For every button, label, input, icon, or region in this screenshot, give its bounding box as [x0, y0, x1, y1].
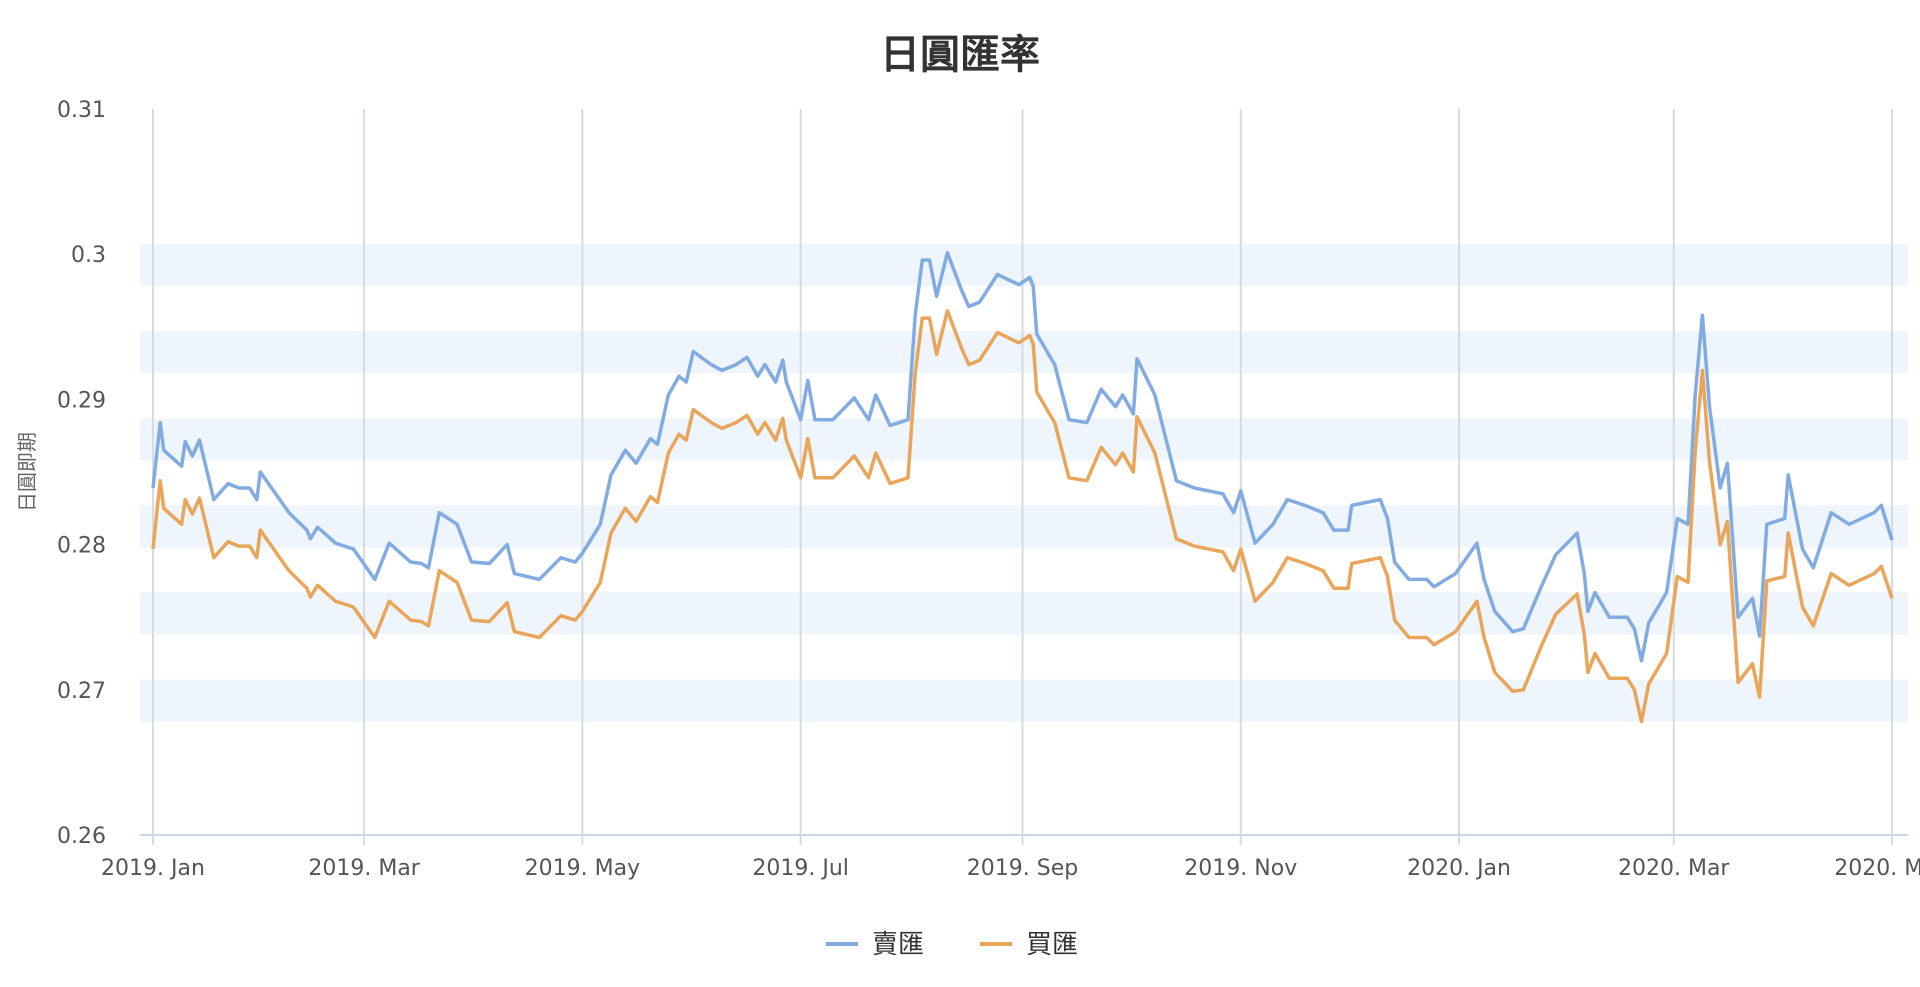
- plot-band: [140, 505, 1908, 548]
- x-tick-label: 2019. Sep: [967, 856, 1078, 881]
- plot-band: [140, 679, 1908, 722]
- legend-item-sell[interactable]: 賣匯: [826, 930, 924, 960]
- x-tick-label: 2020. Mar: [1618, 856, 1730, 881]
- series-line-buy: [151, 309, 1894, 724]
- legend-label-sell: 賣匯: [872, 930, 924, 960]
- x-gridlines: [152, 109, 1893, 845]
- legend-label-buy: 買匯: [1026, 930, 1078, 960]
- legend-item-buy[interactable]: 買匯: [980, 930, 1078, 960]
- y-tick-label: 0.28: [57, 534, 106, 559]
- y-axis-label: 日圓即期: [15, 432, 39, 512]
- series-group: [151, 250, 1894, 724]
- x-tick-label: 2019. Mar: [308, 856, 420, 881]
- x-tick-label: 2019. Jan: [101, 856, 205, 881]
- y-tick-label: 0.29: [57, 388, 106, 413]
- y-tick-label: 0.31: [57, 98, 106, 123]
- series-line-sell: [151, 250, 1894, 663]
- x-tick-label: 2019. May: [525, 856, 640, 881]
- plot-band: [140, 418, 1908, 461]
- y-axis-ticks: 0.26 0.27 0.28 0.29 0.3 0.31: [57, 98, 106, 849]
- legend: 賣匯 買匯: [826, 930, 1078, 960]
- x-tick-label: 2019. Jul: [752, 856, 849, 881]
- y-tick-label: 0.27: [57, 679, 106, 704]
- x-tick-label: 2020. Jan: [1407, 856, 1511, 881]
- y-tick-label: 0.26: [57, 824, 106, 849]
- chart-title: 日圓匯率: [880, 32, 1040, 78]
- x-tick-label: 2019. Nov: [1184, 856, 1297, 881]
- x-tick-label: 2020. May: [1834, 856, 1920, 881]
- plot-band: [140, 244, 1908, 287]
- plot-bands: [140, 244, 1908, 722]
- y-tick-label: 0.3: [71, 243, 106, 268]
- x-axis-ticks: 2019. Jan 2019. Mar 2019. May 2019. Jul 2019…: [101, 856, 1920, 881]
